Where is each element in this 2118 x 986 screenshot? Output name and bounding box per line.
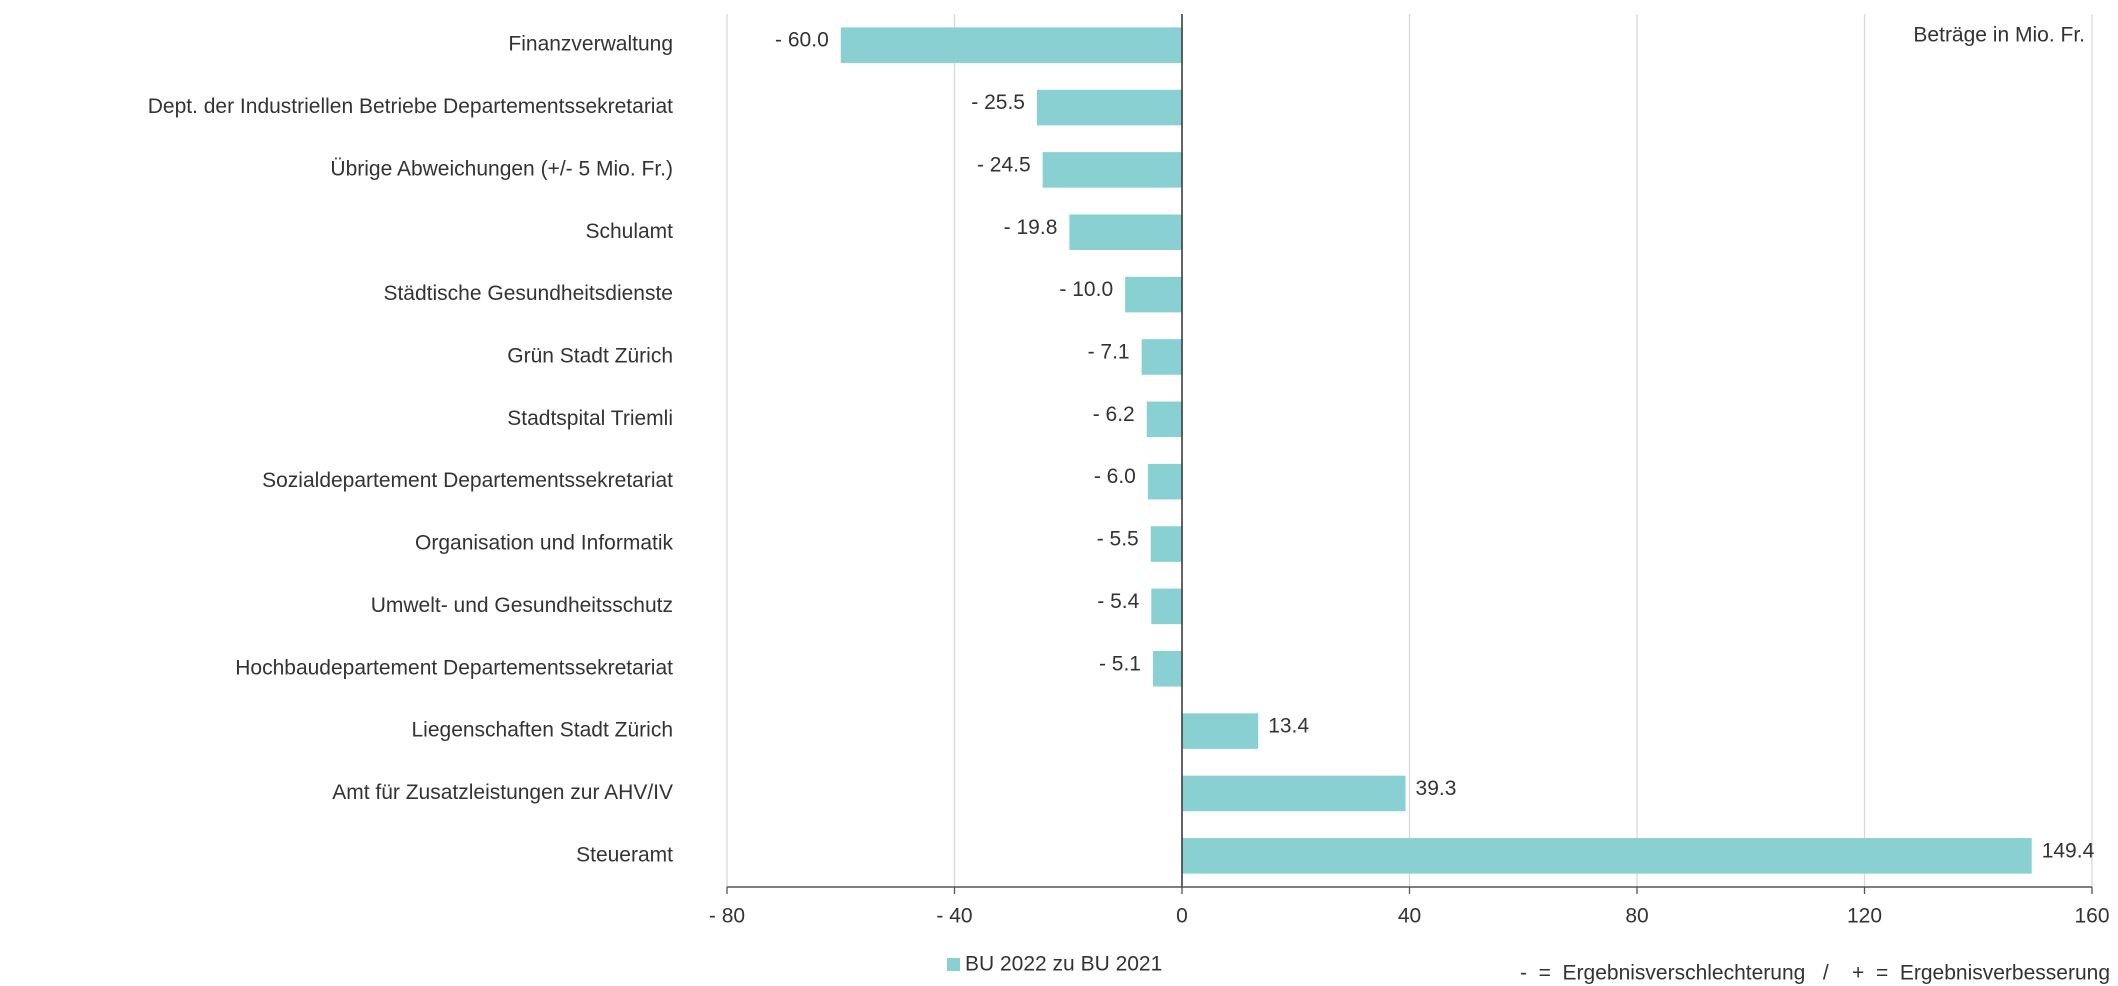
y-tick-label: Finanzverwaltung	[508, 33, 673, 56]
data-label: - 5.5	[1097, 528, 1139, 551]
y-tick-label: Organisation und Informatik	[415, 532, 673, 555]
data-label: - 10.0	[1059, 278, 1113, 301]
data-label: - 60.0	[775, 29, 829, 52]
x-tick-label: - 40	[936, 905, 972, 928]
bar	[1182, 713, 1259, 749]
y-tick-label: Stadtspital Triemli	[507, 407, 673, 430]
data-label: - 7.1	[1088, 341, 1130, 364]
x-tick-label: 0	[1176, 905, 1188, 928]
bar	[1069, 214, 1182, 251]
x-tick-label: 40	[1398, 905, 1421, 928]
bar	[1182, 775, 1406, 812]
data-label: - 25.5	[971, 91, 1025, 114]
data-label: - 24.5	[977, 153, 1031, 176]
y-tick-label: Dept. der Industriellen Betriebe Departe…	[148, 95, 673, 118]
bar	[840, 27, 1182, 63]
data-label: 13.4	[1268, 715, 1309, 738]
x-tick-label: 160	[2074, 905, 2109, 928]
bar	[1150, 526, 1182, 562]
bar	[1036, 89, 1182, 126]
data-label: - 5.4	[1097, 590, 1139, 613]
y-tick-label: Amt für Zusatzleistungen zur AHV/IV	[332, 781, 673, 804]
bar	[1146, 401, 1182, 438]
bar	[1042, 152, 1182, 188]
data-label: - 19.8	[1004, 216, 1058, 239]
legend-label: BU 2022 zu BU 2021	[965, 953, 1162, 976]
bar	[1147, 463, 1182, 500]
bar	[1125, 276, 1182, 313]
x-tick-label: 120	[1847, 905, 1882, 928]
bar	[1141, 339, 1182, 375]
annotation: Beträge in Mio. Fr.	[1913, 24, 2085, 47]
legend-swatch	[947, 958, 960, 971]
y-tick-label: Sozialdepartement Departementssekretaria…	[262, 469, 673, 492]
x-tick-label: 80	[1625, 905, 1648, 928]
y-tick-label: Liegenschaften Stadt Zürich	[412, 719, 674, 742]
note: - = Ergebnisverschlechterung / + = Ergeb…	[1520, 962, 2110, 985]
y-tick-label: Übrige Abweichungen (+/- 5 Mio. Fr.)	[330, 157, 673, 180]
y-tick-label: Umwelt- und Gesundheitsschutz	[371, 594, 673, 617]
data-label: - 5.1	[1099, 652, 1141, 675]
y-tick-label: Steueramt	[576, 843, 673, 866]
data-label: 149.4	[2042, 839, 2095, 862]
y-tick-label: Städtische Gesundheitsdienste	[383, 282, 673, 305]
y-tick-label: Hochbaudepartement Departementssekretari…	[235, 656, 673, 679]
y-tick-label: Grün Stadt Zürich	[507, 345, 673, 368]
bar	[1151, 588, 1182, 625]
data-label: - 6.2	[1093, 403, 1135, 426]
data-label: - 6.0	[1094, 465, 1136, 488]
x-tick-label: - 80	[709, 905, 745, 928]
data-label: 39.3	[1416, 777, 1457, 800]
y-tick-label: Schulamt	[585, 220, 673, 243]
bar	[1182, 838, 2032, 874]
bar	[1152, 650, 1182, 687]
